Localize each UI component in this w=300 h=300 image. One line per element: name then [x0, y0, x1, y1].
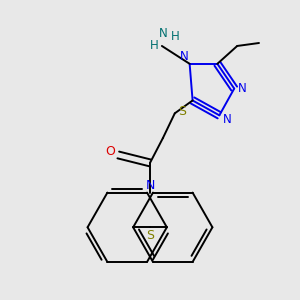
Text: N: N	[223, 113, 232, 126]
Text: N: N	[180, 50, 189, 63]
Text: N: N	[145, 179, 155, 192]
Text: S: S	[178, 105, 186, 118]
Text: H: H	[170, 30, 179, 43]
Text: H: H	[150, 40, 158, 52]
Text: O: O	[105, 146, 115, 158]
Text: N: N	[158, 27, 167, 40]
Text: S: S	[146, 229, 154, 242]
Text: N: N	[238, 82, 247, 95]
